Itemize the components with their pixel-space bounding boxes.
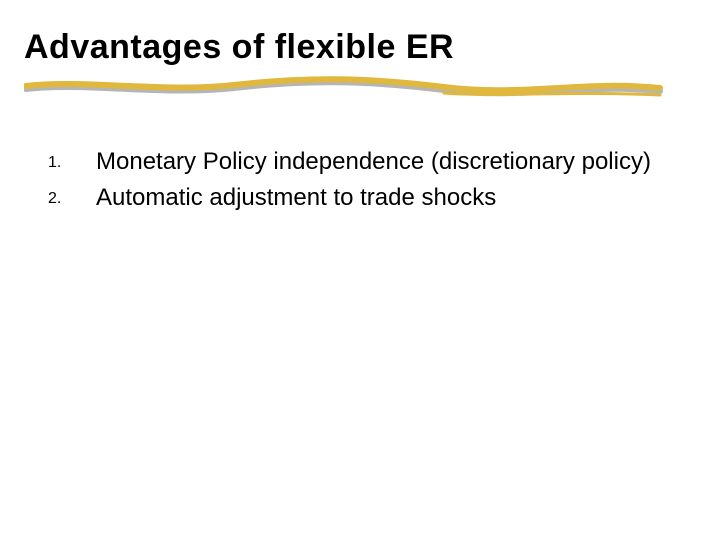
list-item-text: Monetary Policy independence (discretion… bbox=[96, 148, 651, 175]
slide-body: Monetary Policy independence (discretion… bbox=[24, 147, 696, 213]
scribble-underline-icon bbox=[24, 73, 664, 101]
title-underline bbox=[24, 73, 664, 101]
list-item: Monetary Policy independence (discretion… bbox=[42, 147, 696, 177]
list-item: Automatic adjustment to trade shocks bbox=[42, 183, 696, 213]
list-item-text: Automatic adjustment to trade shocks bbox=[96, 184, 496, 211]
slide-title: Advantages of flexible ER bbox=[24, 28, 696, 67]
underline-tail bbox=[444, 93, 660, 95]
slide: Advantages of flexible ER Monetary Polic… bbox=[0, 0, 720, 540]
numbered-list: Monetary Policy independence (discretion… bbox=[42, 147, 696, 213]
